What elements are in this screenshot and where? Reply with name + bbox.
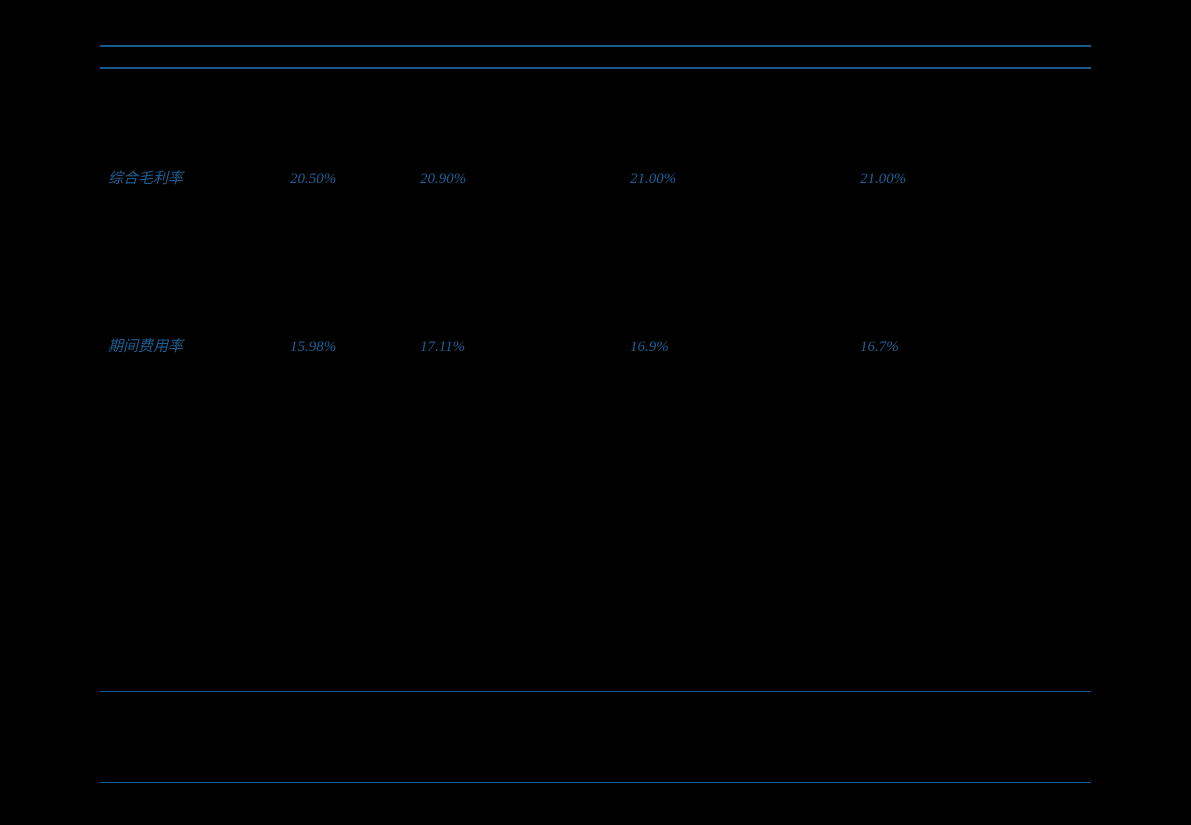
gross-margin-value-3: 21.00% bbox=[630, 171, 860, 188]
period-expense-label: 期间费用率 bbox=[100, 335, 290, 356]
section-gap bbox=[100, 692, 1091, 782]
table-top-rule bbox=[100, 45, 1091, 47]
period-expense-value-1: 15.98% bbox=[290, 339, 420, 356]
period-expense-value-3: 16.9% bbox=[630, 339, 860, 356]
gross-margin-value-4: 21.00% bbox=[860, 171, 1091, 188]
spacer bbox=[100, 79, 1091, 129]
period-expense-value-4: 16.7% bbox=[860, 339, 1091, 356]
section-bottom-rule bbox=[100, 782, 1091, 783]
spacer bbox=[100, 411, 1091, 691]
period-expense-row: 期间费用率 15.98% 17.11% 16.9% 16.7% bbox=[100, 335, 1091, 373]
period-expense-value-2: 17.11% bbox=[420, 339, 630, 356]
gross-margin-label: 综合毛利率 bbox=[100, 167, 290, 188]
spacer bbox=[100, 205, 1091, 335]
table-body: 综合毛利率 20.50% 20.90% 21.00% 21.00% 期间费用率 … bbox=[100, 69, 1091, 411]
gross-margin-value-2: 20.90% bbox=[420, 171, 630, 188]
gross-margin-value-1: 20.50% bbox=[290, 171, 420, 188]
gross-margin-row: 综合毛利率 20.50% 20.90% 21.00% 21.00% bbox=[100, 167, 1091, 205]
